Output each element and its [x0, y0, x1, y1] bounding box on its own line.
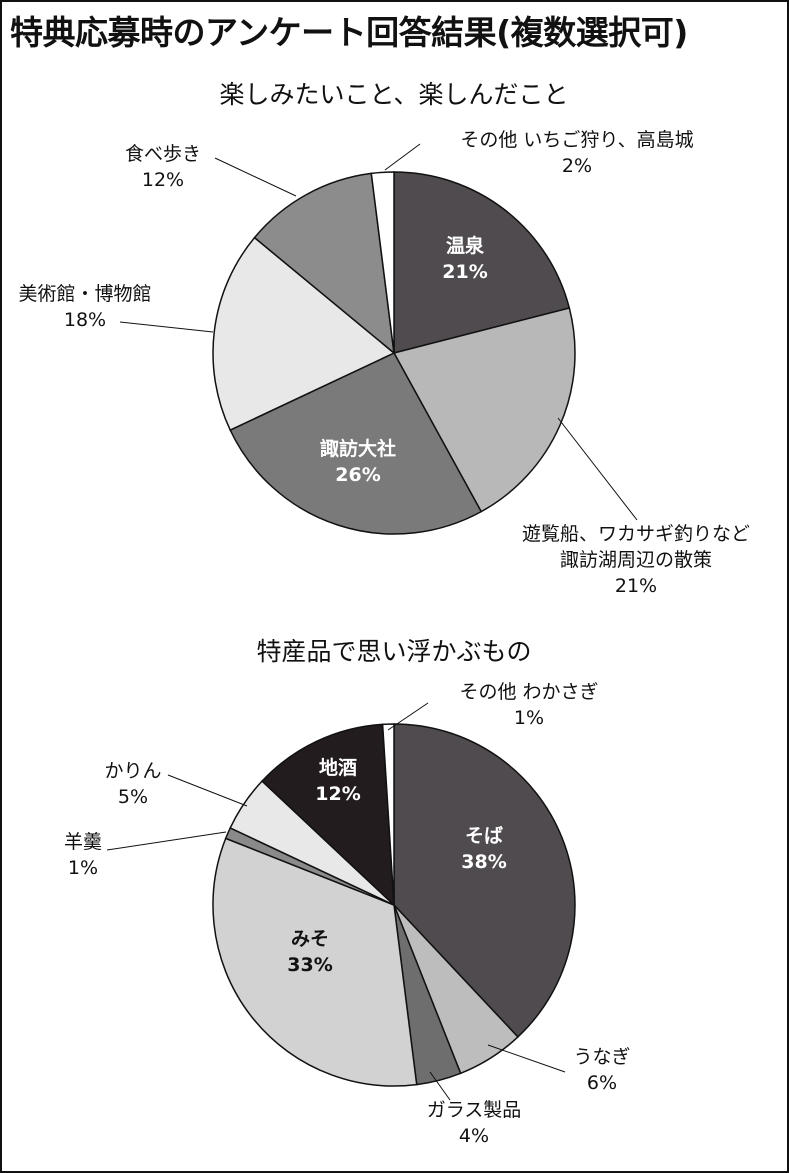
leader-line — [487, 1044, 566, 1073]
slice-label: その他 いちご狩り、高島城 2% — [460, 129, 693, 177]
slice-label-line: 1% — [514, 707, 544, 729]
slice-label-line: 26% — [335, 464, 380, 486]
slice-label-line: その他 いちご狩り、高島城 — [460, 129, 693, 151]
slice-label-line: 21% — [442, 261, 487, 283]
slice-label-line: 食べ歩き — [125, 143, 201, 165]
slice-label: そば 38% — [461, 825, 506, 873]
slice-label-line: 美術館・博物館 — [18, 283, 151, 305]
slice-label-line: 1% — [68, 857, 98, 879]
leader-line — [429, 1071, 451, 1101]
pie-slice — [260, 723, 395, 907]
slice-label-line: みそ — [291, 928, 329, 950]
slice-label-line: 33% — [287, 954, 332, 976]
slice-label-line: 12% — [315, 783, 360, 805]
slice-label: 食べ歩き 12% — [125, 143, 201, 191]
leader-line — [387, 702, 429, 731]
slice-label: 地酒 12% — [315, 756, 360, 805]
slice-label: 美術館・博物館 18% — [18, 283, 151, 331]
leader-line — [384, 143, 421, 171]
slice-label: ガラス製品 4% — [427, 1099, 522, 1147]
pie-slice — [229, 352, 483, 535]
pie-slice — [253, 172, 395, 355]
slice-label-line: 2% — [562, 155, 592, 177]
slice-label-line: 諏訪大社 — [320, 437, 396, 460]
leader-line — [214, 157, 297, 197]
slice-label-line: 羊羹 — [64, 831, 102, 853]
slice-label-line: 地酒 — [319, 756, 357, 779]
slice-label: 温泉 21% — [442, 234, 487, 283]
slice-label-line: かりん — [104, 760, 161, 782]
slice-label-line: その他 わかさぎ — [459, 681, 598, 703]
slice-label-line: ガラス製品 — [427, 1099, 522, 1121]
slice-label: みそ 33% — [287, 928, 332, 976]
leader-line — [119, 321, 214, 333]
pie-slice — [212, 837, 418, 1087]
slice-label: 諏訪大社 26% — [320, 437, 396, 486]
pie-slice — [370, 171, 395, 354]
slice-label-line: 18% — [64, 309, 106, 331]
pie-slice — [212, 236, 396, 432]
pie-slice — [393, 723, 576, 1039]
pie-slice — [393, 171, 571, 354]
slice-label: 遊覧船、ワカサギ釣りなど諏訪湖周辺の散策 21% — [522, 523, 750, 597]
slice-label-line: 38% — [461, 851, 506, 873]
slice-label-line: 12% — [142, 169, 184, 191]
chart-title: 特産品で思い浮かぶもの — [256, 637, 531, 666]
slice-label: かりん 5% — [104, 760, 161, 808]
slice-label: うなぎ 6% — [573, 1046, 630, 1094]
chart-title: 楽しみたいこと、楽しんだこと — [219, 80, 568, 109]
slice-label-line: 21% — [615, 575, 657, 597]
leader-line — [167, 774, 248, 807]
slice-label: その他 わかさぎ 1% — [459, 681, 598, 729]
slice-label: 羊羹 1% — [64, 831, 102, 879]
slice-label-line: 6% — [587, 1072, 617, 1094]
slice-label-line: 4% — [459, 1125, 489, 1147]
slice-label-line: 遊覧船、ワカサギ釣りなど — [522, 523, 750, 545]
slice-label-line: 温泉 — [446, 234, 485, 257]
slice-label-line: うなぎ — [573, 1046, 630, 1068]
leader-line — [106, 831, 227, 851]
slice-label-line: 5% — [118, 786, 148, 808]
pie-slice — [381, 723, 395, 906]
page-title: 特典応募時のアンケート回答結果(複数選択可) — [10, 13, 688, 52]
pie-slice — [392, 307, 576, 513]
leader-line — [557, 417, 638, 521]
slice-label-line: そば — [465, 825, 503, 847]
slice-label-line: 諏訪湖周辺の散策 — [560, 549, 712, 571]
